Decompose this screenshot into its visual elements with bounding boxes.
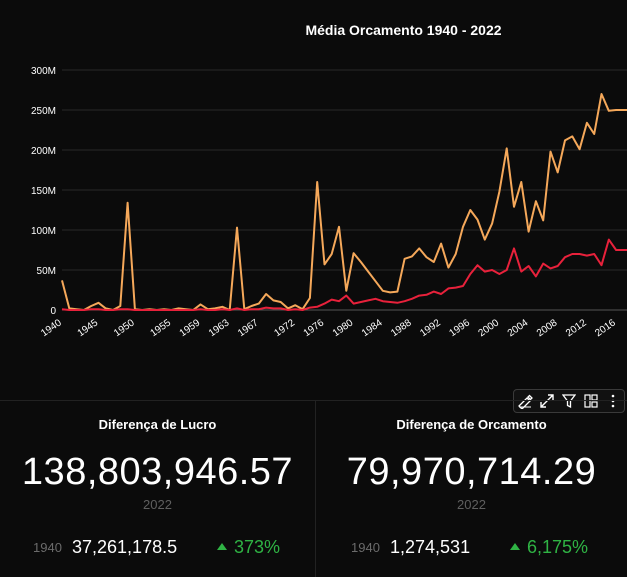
x-tick-label: 1963 xyxy=(207,317,232,339)
chart-title: Média Orcamento 1940 - 2022 xyxy=(305,22,502,38)
series-line-1 xyxy=(61,93,627,311)
delta-percent: 373% xyxy=(234,537,281,557)
filter-icon[interactable] xyxy=(560,392,578,410)
y-tick-label: 0 xyxy=(50,306,56,317)
kpi-value: 79,970,714.29 xyxy=(346,451,597,493)
kpi-title: Diferença de Orcamento xyxy=(396,417,547,432)
chart-toolbar xyxy=(513,389,625,413)
kpi-title: Diferença de Lucro xyxy=(98,417,217,432)
kpi-value: 138,803,946.57 xyxy=(21,451,294,493)
x-tick-label: 2000 xyxy=(477,317,502,339)
comparison-year: 1940 xyxy=(351,540,380,555)
x-tick-label: 2004 xyxy=(506,317,531,339)
series-line-2 xyxy=(61,238,627,311)
line-chart[interactable]: 0 50M 100M 150M 200M 250M 300M 1940 1945 1950 1955… xyxy=(0,0,627,395)
x-tick-label: 1984 xyxy=(360,317,385,339)
panel-divider-horizontal xyxy=(0,400,627,401)
kpi-card-lucro[interactable]: Diferença de Lucro 138,803,946.57 2022 1… xyxy=(0,401,315,577)
x-tick-label: 1945 xyxy=(76,317,101,339)
comparison-value: 1,274,531 xyxy=(390,537,471,557)
x-tick-label: 1972 xyxy=(272,317,297,339)
chart-panel: Média Orcamento 1940 - 2022 0 50M 100M 150M… xyxy=(0,0,627,395)
expand-icon[interactable] xyxy=(538,392,556,410)
x-tick-label: 1959 xyxy=(178,317,203,339)
x-tick-label: 2008 xyxy=(535,317,560,339)
panel-divider-vertical xyxy=(315,401,316,577)
x-tick-label: 1950 xyxy=(112,317,137,339)
y-tick-label: 150M xyxy=(31,186,56,197)
kpi-card-orcamento[interactable]: Diferença de Orcamento 79,970,714.29 202… xyxy=(316,401,627,577)
comparison-value: 37,261,178.5 xyxy=(72,537,178,557)
kpi-year: 2022 xyxy=(457,497,486,512)
x-tick-label: 2012 xyxy=(564,317,589,339)
kpi-comparison: 1940 1,274,531 6,175% xyxy=(316,535,627,557)
x-tick-label: 1980 xyxy=(331,317,356,339)
y-tick-label: 250M xyxy=(31,106,56,117)
y-tick-label: 200M xyxy=(31,146,56,157)
delta-percent: 6,175% xyxy=(527,537,589,557)
x-tick-label: 1976 xyxy=(302,317,327,339)
arrow-up-icon xyxy=(510,543,520,550)
x-tick-label: 1996 xyxy=(447,317,472,339)
y-tick-label: 50M xyxy=(37,266,56,277)
y-tick-label: 100M xyxy=(31,226,56,237)
comparison-year: 1940 xyxy=(33,540,62,555)
x-tick-label: 1967 xyxy=(236,317,261,339)
kpi-comparison: 1940 37,261,178.5 373% xyxy=(0,535,315,557)
x-tick-label: 1955 xyxy=(149,317,174,339)
x-tick-label: 1940 xyxy=(39,317,64,339)
x-tick-label: 1992 xyxy=(418,317,443,339)
x-tick-label: 1988 xyxy=(389,317,414,339)
arrow-up-icon xyxy=(217,543,227,550)
x-tick-label: 2016 xyxy=(593,317,618,339)
y-tick-label: 300M xyxy=(31,66,56,77)
kpi-year: 2022 xyxy=(143,497,172,512)
